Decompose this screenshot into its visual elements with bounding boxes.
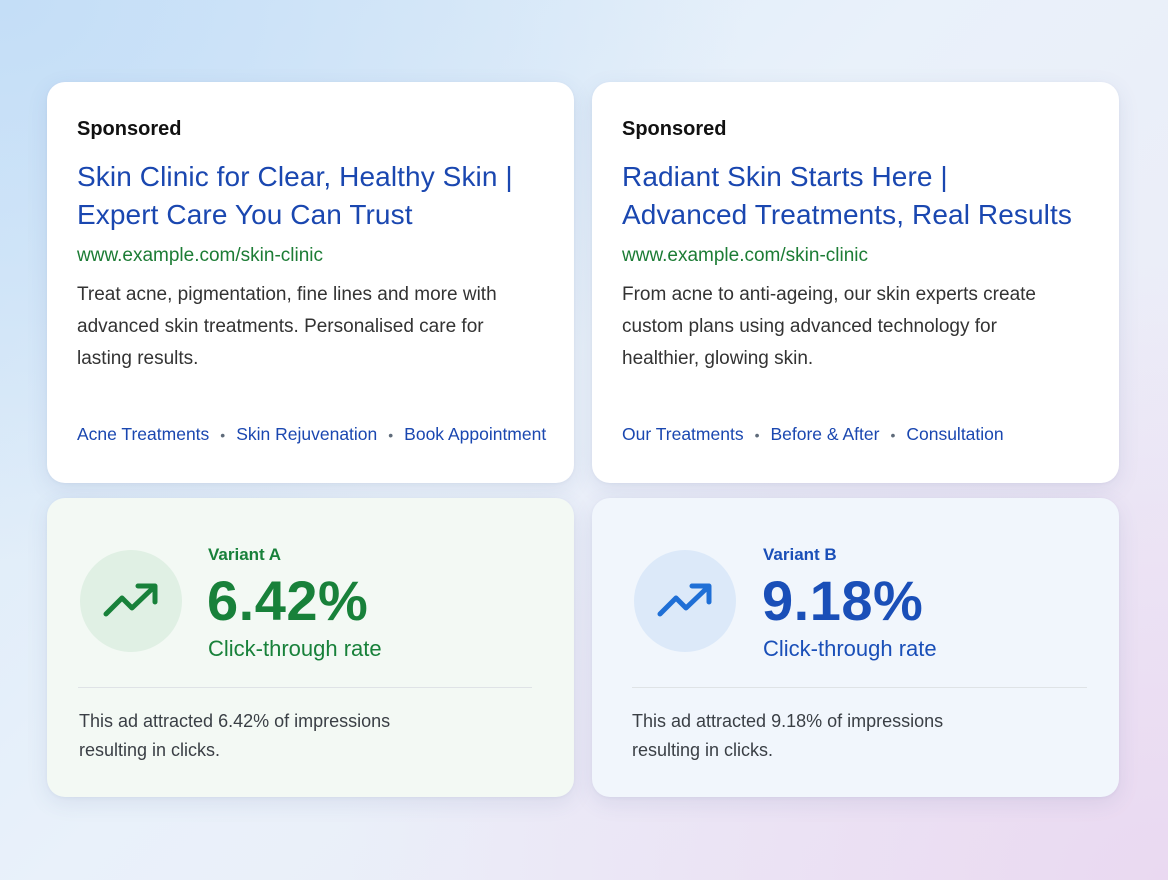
sitelink[interactable]: Book Appointment — [404, 424, 547, 444]
metric-label: Click-through rate — [208, 636, 382, 661]
ctr-note: This ad attracted 9.18% of impressions r… — [632, 711, 944, 760]
trending-up-icon — [103, 583, 158, 617]
ad-card-a: Sponsored Skin Clinic for Clear, Healthy… — [47, 82, 574, 483]
display-url: www.example.com/skin-clinic — [77, 245, 324, 266]
headline-line: Radiant Skin Starts Here | — [622, 161, 948, 192]
ctr-card-a: Variant A 6.42% Click-through rate This … — [47, 498, 574, 797]
sitelink[interactable]: Before & After — [770, 424, 880, 444]
ad-card-b: Sponsored Radiant Skin Starts Here | Adv… — [592, 82, 1119, 483]
sponsored-label: Sponsored — [622, 118, 727, 140]
ctr-value: 9.18% — [762, 569, 924, 632]
separator-dot: • — [220, 426, 226, 443]
headline-line: Skin Clinic for Clear, Healthy Skin | — [77, 161, 513, 192]
separator-dot: • — [388, 426, 394, 443]
ad-headline-link[interactable]: Radiant Skin Starts Here | Advanced Trea… — [622, 158, 1089, 234]
icon-circle — [634, 550, 736, 652]
ad-description: From acne to anti-ageing, our skin exper… — [622, 284, 1036, 369]
sitelink[interactable]: Our Treatments — [622, 424, 744, 444]
headline-line: Expert Care You Can Trust — [77, 199, 413, 230]
sitelink[interactable]: Acne Treatments — [77, 424, 210, 444]
sponsored-label: Sponsored — [77, 118, 182, 140]
separator-dot: • — [754, 426, 760, 443]
divider — [632, 687, 1087, 688]
sitelink[interactable]: Skin Rejuvenation — [236, 424, 378, 444]
headline-line: Advanced Treatments, Real Results — [622, 199, 1072, 230]
sitelink[interactable]: Consultation — [906, 424, 1004, 444]
ad-description: Treat acne, pigmentation, fine lines and… — [77, 284, 497, 369]
variant-label: Variant A — [208, 545, 282, 564]
ad-headline-link[interactable]: Skin Clinic for Clear, Healthy Skin | Ex… — [77, 158, 544, 234]
sitelinks: Our Treatments • Before & After • Consul… — [622, 424, 1004, 445]
metric-label: Click-through rate — [763, 636, 937, 661]
ctr-card-b: Variant B 9.18% Click-through rate This … — [592, 498, 1119, 797]
divider — [78, 687, 532, 688]
icon-circle — [80, 550, 182, 652]
separator-dot: • — [890, 426, 896, 443]
ctr-value: 6.42% — [207, 569, 369, 632]
ctr-note: This ad attracted 6.42% of impressions r… — [79, 711, 391, 760]
trending-up-icon — [657, 583, 712, 617]
display-url: www.example.com/skin-clinic — [622, 245, 869, 266]
variant-label: Variant B — [763, 545, 837, 564]
sitelinks: Acne Treatments • Skin Rejuvenation • Bo… — [77, 424, 546, 445]
